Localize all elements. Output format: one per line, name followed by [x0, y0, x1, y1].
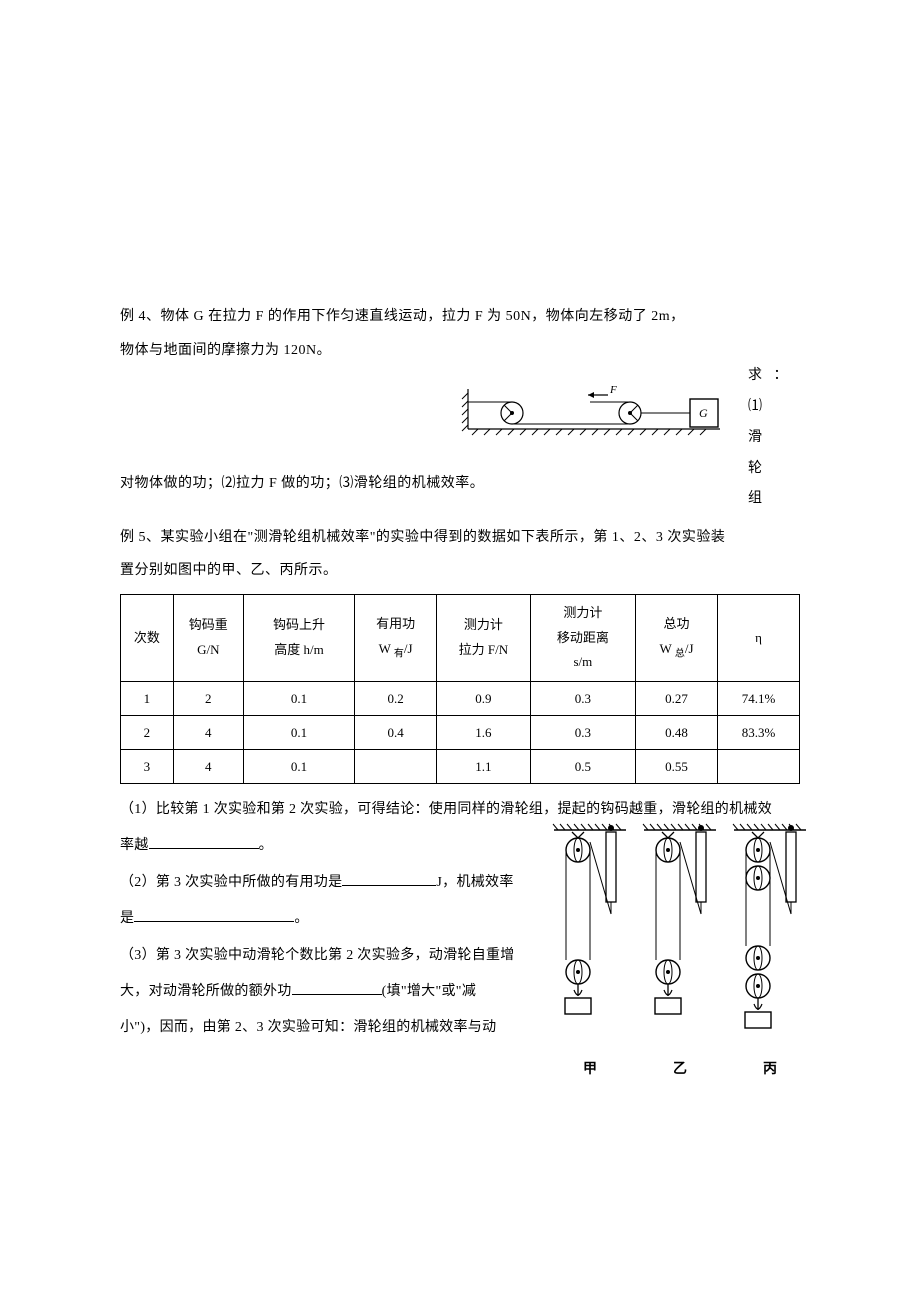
- table-header-cell: 测力计拉力 F/N: [437, 594, 531, 681]
- blank-1: [149, 835, 259, 849]
- table-header-row: 次数钩码重G/N钩码上升高度 h/m有用功W 有/J测力计拉力 F/N测力计移动…: [121, 594, 800, 681]
- q2-a: （2）第 3 次实验中所做的有用功是 J，机械效率: [120, 865, 560, 901]
- p4-line3: 对物体做的功；⑵拉力 F 做的功；⑶滑轮组的机械效率。: [120, 467, 800, 501]
- force-label-F: F: [609, 384, 617, 396]
- table-header-cell: 钩码重G/N: [173, 594, 243, 681]
- table-cell: 0.55: [636, 750, 718, 784]
- table-header-cell: 测力计移动距离s/m: [530, 594, 635, 681]
- pulley-label: 丙: [730, 1058, 810, 1078]
- table-cell: 0.4: [355, 716, 437, 750]
- table-cell: 0.1: [243, 682, 354, 716]
- table-header-cell: 次数: [121, 594, 174, 681]
- problem-5: 例 5、某实验小组在"测滑轮组机械效率"的实验中得到的数据如下表所示，第 1、2…: [120, 521, 800, 1047]
- table-cell: 74.1%: [717, 682, 799, 716]
- table-cell: 0.48: [636, 716, 718, 750]
- questions-wrap: （1）比较第 1 次实验和第 2 次实验，可得结论：使用同样的滑轮组，提起的钩码…: [120, 792, 800, 1047]
- q3-b-mid: (填"增大"或"减: [382, 984, 477, 999]
- q1-b: 率越 。: [120, 828, 560, 864]
- blank-3: [134, 908, 294, 922]
- problem-4: 例 4、物体 G 在拉力 F 的作用下作匀速直线运动，拉力 F 为 50N，物体…: [120, 300, 800, 501]
- q2-b-post: 。: [294, 911, 308, 926]
- pulley-column: 甲: [550, 822, 630, 1078]
- blank-4: [292, 981, 382, 995]
- p4-ask-right: 求 ： ⑴ 滑 轮 组: [748, 361, 800, 515]
- pulley-label: 甲: [550, 1058, 630, 1078]
- p4-diagram-wrap: 求 ： ⑴ 滑 轮 组: [120, 367, 800, 467]
- table-cell: 0.27: [636, 682, 718, 716]
- q2-a-post: J，机械效率: [436, 875, 513, 890]
- table-cell: 4: [173, 716, 243, 750]
- pulley-figures: 甲乙丙: [550, 822, 810, 1082]
- p4-ask-1: ⑴ 滑: [748, 392, 800, 454]
- table-header-cell: 钩码上升高度 h/m: [243, 594, 354, 681]
- q1-b-pre: 率越: [120, 838, 149, 853]
- data-table: 次数钩码重G/N钩码上升高度 h/m有用功W 有/J测力计拉力 F/N测力计移动…: [120, 594, 800, 784]
- table-cell: 0.1: [243, 750, 354, 784]
- blank-2: [342, 872, 436, 886]
- pulley-column: 丙: [730, 822, 810, 1078]
- table-header-cell: 总功W 总/J: [636, 594, 718, 681]
- table-cell: 1: [121, 682, 174, 716]
- table-row: 240.10.41.60.30.4883.3%: [121, 716, 800, 750]
- q3-b-pre: 大，对动滑轮所做的额外功: [120, 984, 292, 999]
- q3-a: （3）第 3 次实验中动滑轮个数比第 2 次实验多，动滑轮自重增: [120, 938, 560, 974]
- table-cell: 0.3: [530, 716, 635, 750]
- table-cell: 83.3%: [717, 716, 799, 750]
- pulley-column: 乙: [640, 822, 720, 1078]
- q2-a-pre: （2）第 3 次实验中所做的有用功是: [120, 875, 342, 890]
- table-cell: 0.2: [355, 682, 437, 716]
- table-cell: 1.6: [437, 716, 531, 750]
- p4-line1: 例 4、物体 G 在拉力 F 的作用下作匀速直线运动，拉力 F 为 50N，物体…: [120, 300, 800, 334]
- table-cell: 2: [173, 682, 243, 716]
- q3-b: 大，对动滑轮所做的额外功 (填"增大"或"减: [120, 974, 560, 1010]
- q1-b-post: 。: [259, 838, 273, 853]
- horizontal-pulley-diagram: F G: [460, 383, 740, 445]
- table-cell: 1.1: [437, 750, 531, 784]
- table-cell: 0.3: [530, 682, 635, 716]
- table-cell: [717, 750, 799, 784]
- table-header-cell: η: [717, 594, 799, 681]
- p4-ask-2: 轮 组: [748, 454, 800, 516]
- p5-intro2: 置分别如图中的甲、乙、丙所示。: [120, 554, 800, 588]
- table-cell: 2: [121, 716, 174, 750]
- table-cell: [355, 750, 437, 784]
- table-cell: 0.1: [243, 716, 354, 750]
- table-cell: 3: [121, 750, 174, 784]
- p4-ask-label: 求 ：: [748, 361, 800, 392]
- table-header-cell: 有用功W 有/J: [355, 594, 437, 681]
- table-cell: 0.5: [530, 750, 635, 784]
- table-row: 120.10.20.90.30.2774.1%: [121, 682, 800, 716]
- pulley-label: 乙: [640, 1058, 720, 1078]
- table-row: 340.1 1.10.50.55: [121, 750, 800, 784]
- block-label-G: G: [699, 406, 708, 420]
- table-cell: 0.9: [437, 682, 531, 716]
- p4-line2: 物体与地面间的摩擦力为 120N。: [120, 334, 800, 368]
- q2-b: 是。: [120, 901, 560, 937]
- q3-c: 小")，因而，由第 2、3 次实验可知：滑轮组的机械效率与动: [120, 1010, 560, 1046]
- q2-b-pre: 是: [120, 911, 134, 926]
- p5-intro1: 例 5、某实验小组在"测滑轮组机械效率"的实验中得到的数据如下表所示，第 1、2…: [120, 521, 800, 555]
- table-cell: 4: [173, 750, 243, 784]
